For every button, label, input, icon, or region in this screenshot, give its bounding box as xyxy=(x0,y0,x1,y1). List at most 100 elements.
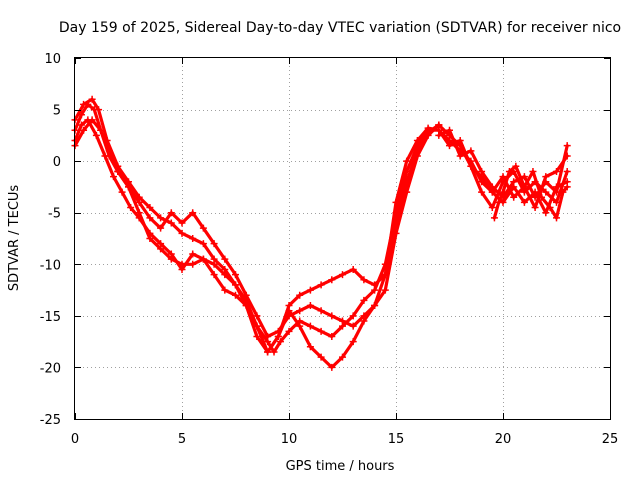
data-point xyxy=(242,302,250,310)
data-point xyxy=(80,126,88,134)
chart-title: Day 159 of 2025, Sidereal Day-to-day VTE… xyxy=(59,20,621,36)
data-point xyxy=(253,312,261,320)
data-point xyxy=(371,281,379,289)
x-tick-label: 20 xyxy=(495,432,512,447)
data-point xyxy=(392,229,400,237)
series-track-4 xyxy=(73,118,441,369)
data-point xyxy=(520,198,528,206)
data-point xyxy=(529,167,537,175)
data-point xyxy=(178,260,186,268)
x-tick-label: 0 xyxy=(71,432,79,447)
y-tick-label: 5 xyxy=(53,104,61,119)
data-point xyxy=(146,214,154,222)
data-point xyxy=(270,348,278,356)
data-point xyxy=(520,183,528,191)
y-tick-label: -10 xyxy=(40,258,61,273)
data-point xyxy=(210,240,218,248)
y-axis-label: SDTVAR / TECUs xyxy=(7,185,22,292)
x-tick-label: 5 xyxy=(178,432,186,447)
data-point xyxy=(403,188,411,196)
y-tick-label: -15 xyxy=(40,310,61,325)
y-tick-label: -25 xyxy=(40,413,61,428)
x-tick-label: 10 xyxy=(281,432,298,447)
data-point xyxy=(101,152,109,160)
data-point xyxy=(88,95,96,103)
data-point xyxy=(105,147,113,155)
data-point xyxy=(563,142,571,150)
data-point xyxy=(199,255,207,263)
data-point xyxy=(210,260,218,268)
data-point xyxy=(77,121,85,129)
data-point xyxy=(499,188,507,196)
data-point xyxy=(221,255,229,263)
data-point xyxy=(446,142,453,150)
y-tick-label: -5 xyxy=(48,207,61,222)
data-point xyxy=(264,332,272,340)
data-point xyxy=(413,152,421,160)
data-point xyxy=(125,183,132,191)
data-point xyxy=(339,353,346,361)
data-point xyxy=(274,332,282,340)
data-point xyxy=(349,338,357,346)
data-point xyxy=(531,188,539,196)
data-point xyxy=(542,209,550,217)
data-point xyxy=(478,173,486,181)
data-point xyxy=(296,291,304,299)
plot-frame xyxy=(74,57,611,420)
data-point xyxy=(189,250,197,258)
data-point xyxy=(135,209,143,217)
data-point xyxy=(88,116,96,124)
y-tick-label: -20 xyxy=(40,361,61,376)
data-point xyxy=(381,286,389,294)
data-point xyxy=(264,348,272,356)
data-point xyxy=(90,106,98,114)
data-point xyxy=(349,265,357,273)
data-point xyxy=(488,204,496,212)
data-point xyxy=(542,188,550,196)
data-point xyxy=(306,286,314,294)
data-point xyxy=(424,131,432,139)
data-point xyxy=(317,281,325,289)
data-point xyxy=(189,260,197,268)
data-point xyxy=(178,229,186,237)
data-point xyxy=(456,152,464,160)
data-point xyxy=(167,219,175,227)
data-point xyxy=(77,111,85,119)
data-point xyxy=(360,317,368,325)
data-point xyxy=(553,214,560,222)
data-point xyxy=(371,302,379,310)
data-point xyxy=(488,188,496,196)
data-point xyxy=(253,332,261,340)
data-point xyxy=(542,178,550,186)
data-point xyxy=(232,291,239,299)
data-point xyxy=(157,224,165,232)
data-point xyxy=(285,307,293,315)
data-point xyxy=(92,131,100,139)
data-point xyxy=(97,126,105,134)
data-point xyxy=(306,322,314,330)
data-point xyxy=(505,167,513,175)
data-point xyxy=(339,317,346,325)
data-point xyxy=(403,157,411,165)
data-point xyxy=(360,296,368,304)
data-point xyxy=(296,307,304,315)
data-point xyxy=(520,173,528,181)
x-tick-label: 25 xyxy=(602,432,619,447)
data-point xyxy=(510,193,518,201)
data-point xyxy=(221,286,229,294)
data-point xyxy=(467,162,475,170)
x-axis-ticks: 0 5 10 15 20 25 xyxy=(71,58,618,447)
data-point xyxy=(199,240,207,248)
data-point xyxy=(467,147,475,155)
data-point xyxy=(478,188,486,196)
data-point xyxy=(538,193,546,201)
data-point xyxy=(189,209,197,217)
data-point xyxy=(157,245,165,253)
data-point xyxy=(495,198,503,206)
x-tick-label: 15 xyxy=(388,432,405,447)
data-point xyxy=(531,204,539,212)
data-point xyxy=(360,276,368,284)
data-point xyxy=(232,281,239,289)
